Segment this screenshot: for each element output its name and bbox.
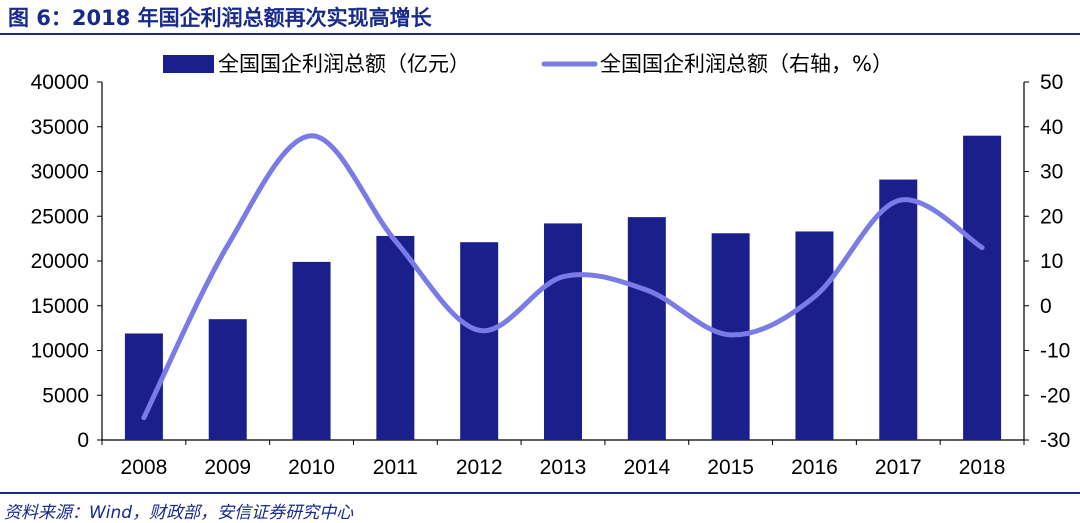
- source-note: 资料来源：Wind，财政部，安信证券研究中心: [4, 503, 354, 523]
- left-tick-label: 40000: [31, 71, 89, 94]
- x-tick-label: 2012: [456, 456, 503, 479]
- left-tick-label: 15000: [31, 295, 89, 318]
- x-tick-label: 2014: [623, 456, 670, 479]
- tick-labels: 0 5000 10000 15000 20000 25000 30000 35000 40000…: [31, 71, 1071, 479]
- bars: [124, 135, 1002, 440]
- left-tick-label: 10000: [31, 340, 89, 363]
- right-tick-label: 50: [1040, 71, 1063, 94]
- right-tick-label: -20: [1040, 384, 1070, 407]
- right-tick-label: -30: [1040, 429, 1070, 452]
- right-tick-label: -10: [1040, 340, 1070, 363]
- left-tick-label: 35000: [31, 116, 89, 139]
- left-tick-label: 20000: [31, 250, 89, 273]
- bar: [795, 231, 834, 440]
- right-tick-label: 40: [1040, 116, 1063, 139]
- legend: 全国国企利润总额（亿元） 全国国企利润总额（右轴，%）: [163, 52, 893, 76]
- line-series: [141, 133, 985, 421]
- legend-bar-label: 全国国企利润总额（亿元）: [218, 52, 470, 76]
- right-tick-label: 10: [1040, 250, 1063, 273]
- right-tick-label: 20: [1040, 205, 1063, 228]
- left-tick-label: 5000: [42, 384, 89, 407]
- x-tick-label: 2013: [540, 456, 587, 479]
- bar: [963, 135, 1002, 440]
- right-tick-label: 30: [1040, 161, 1063, 184]
- x-tick-label: 2018: [959, 456, 1006, 479]
- left-tick-label: 0: [77, 429, 89, 452]
- left-tick-label: 30000: [31, 161, 89, 184]
- bar: [544, 223, 582, 440]
- bar: [627, 217, 666, 440]
- legend-line-label: 全国国企利润总额（右轴，%）: [600, 52, 893, 76]
- x-tick-label: 2009: [204, 456, 251, 479]
- x-tick-label: 2017: [875, 456, 922, 479]
- bar: [460, 242, 499, 440]
- x-tick-label: 2016: [791, 456, 838, 479]
- source-divider: [0, 492, 1080, 494]
- x-tick-label: 2010: [288, 456, 335, 479]
- figure-title: 图 6：2018 年国企利润总额再次实现高增长: [8, 6, 432, 30]
- bar: [208, 319, 247, 440]
- bar: [879, 179, 918, 440]
- right-tick-label: 0: [1040, 295, 1052, 318]
- left-tick-label: 25000: [31, 205, 89, 228]
- bar: [292, 261, 331, 440]
- bar: [376, 235, 415, 440]
- legend-bar-swatch: [163, 55, 214, 73]
- line-series-path: [141, 133, 985, 421]
- x-tick-label: 2011: [373, 456, 418, 479]
- x-tick-label: 2015: [707, 456, 754, 479]
- x-tick-label: 2008: [121, 456, 168, 479]
- title-divider: [0, 33, 1080, 35]
